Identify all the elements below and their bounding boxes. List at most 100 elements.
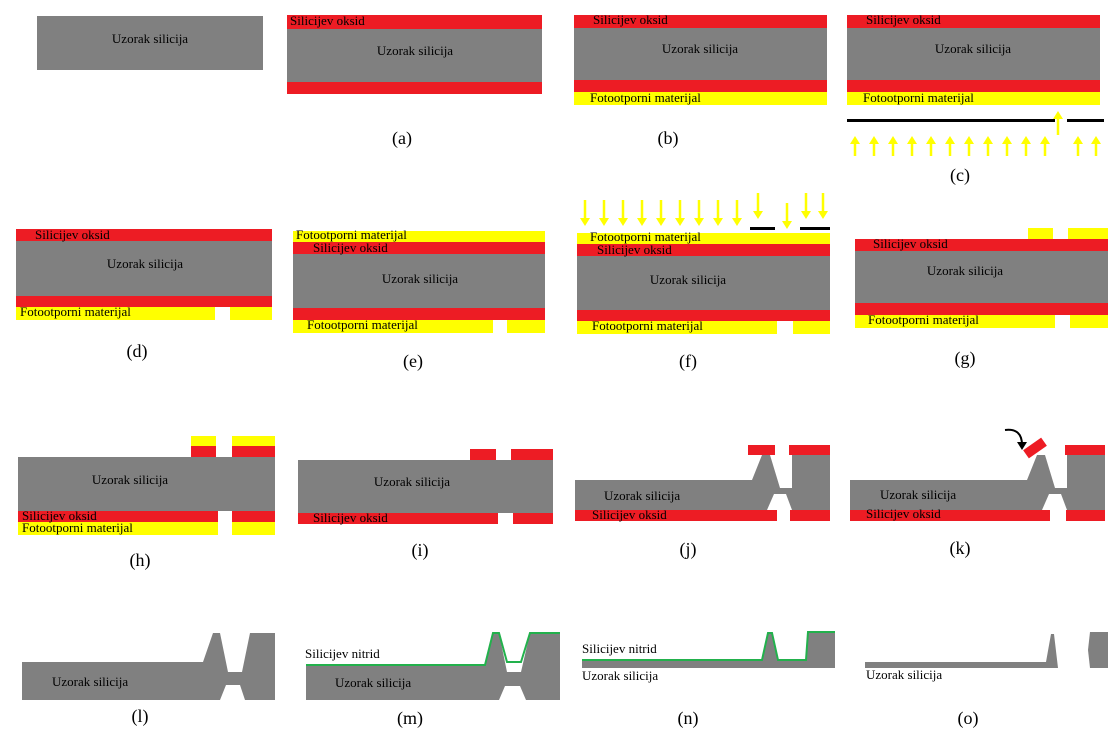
light-arrow-head	[1073, 136, 1083, 144]
layer-label: Fotootporni materijal	[20, 304, 131, 319]
mask	[1067, 119, 1104, 122]
light-arrow-head	[637, 218, 647, 226]
light-arrow-head	[599, 218, 609, 226]
oxide-layer	[850, 510, 1050, 521]
silicon-layer	[37, 16, 263, 70]
light-arrow-head	[1091, 136, 1101, 144]
caption: (a)	[392, 128, 412, 149]
oxide-layer	[1066, 510, 1105, 521]
layer-label: Silicijev oksid	[290, 13, 365, 28]
photoresist-layer	[793, 321, 830, 334]
light-arrow-head	[983, 136, 993, 144]
layer-label: Uzorak silicija	[52, 674, 128, 689]
light-arrow-head	[732, 218, 742, 226]
layer-label: Silicijev oksid	[873, 236, 948, 251]
caption: (g)	[955, 348, 976, 369]
light-arrow-head	[818, 211, 828, 219]
layer-label: Silicijev oksid	[866, 12, 941, 27]
oxide-layer	[847, 15, 1100, 28]
light-arrow-head	[713, 218, 723, 226]
layer-label: Uzorak silicija	[582, 668, 658, 683]
layer-label: Silicijev oksid	[592, 507, 667, 522]
photoresist-layer	[191, 436, 216, 446]
oxide-layer	[577, 310, 830, 321]
silicon-layer	[582, 632, 835, 668]
light-arrow-head	[1002, 136, 1012, 144]
oxide-layer	[298, 513, 498, 524]
photoresist-layer	[1068, 228, 1108, 239]
photoresist-layer	[1028, 228, 1053, 239]
caption: (b)	[658, 128, 679, 149]
oxide-layer	[470, 449, 496, 460]
oxide-layer	[855, 239, 1108, 251]
photoresist-layer	[16, 307, 215, 320]
oxide-layer	[511, 449, 553, 460]
layer-label: Silicijev oksid	[597, 242, 672, 257]
silicon-layer	[287, 29, 542, 82]
mask	[750, 227, 775, 230]
layer-label: Fotootporni materijal	[863, 90, 974, 105]
silicon-layer	[850, 455, 1105, 510]
layer-label: Uzorak silicija	[927, 263, 1003, 278]
layer-label: Uzorak silicija	[866, 667, 942, 682]
oxide-layer	[575, 510, 777, 521]
caption: (i)	[412, 540, 429, 561]
layer-label: Silicijev oksid	[35, 227, 110, 242]
light-arrow-head	[656, 218, 666, 226]
layer-label: Silicijev oksid	[313, 510, 388, 525]
photoresist-layer	[1070, 315, 1108, 328]
curved-arrow-head	[1017, 442, 1027, 450]
oxide-layer	[287, 82, 542, 94]
oxide-layer	[16, 229, 272, 241]
photoresist-layer	[293, 231, 545, 242]
layer-label: Uzorak silicija	[374, 474, 450, 489]
oxide-layer	[287, 15, 542, 29]
layer-label: Uzorak silicija	[604, 488, 680, 503]
oxide-layer	[293, 308, 545, 320]
layer-label: Fotootporni materijal	[307, 317, 418, 332]
layer-label: Fotootporni materijal	[590, 90, 701, 105]
layer-label: Silicijev nitrid	[582, 641, 657, 656]
caption: (k)	[950, 538, 971, 559]
silicon-layer	[306, 633, 560, 700]
photoresist-layer	[232, 436, 275, 446]
light-arrow-head	[869, 136, 879, 144]
layer-label: Uzorak silicija	[335, 675, 411, 690]
oxide-layer	[232, 446, 275, 457]
light-arrow-head	[1053, 111, 1063, 119]
silicon-layer	[847, 28, 1100, 80]
light-arrow-head	[945, 136, 955, 144]
mask	[800, 227, 830, 230]
oxide-layer	[789, 445, 830, 455]
silicon-layer	[22, 633, 275, 700]
silicon-layer	[16, 241, 272, 296]
light-arrow-head	[1021, 136, 1031, 144]
caption: (j)	[680, 539, 697, 560]
layer-label: Uzorak silicija	[92, 472, 168, 487]
caption: (o)	[958, 708, 979, 729]
caption: (c)	[950, 165, 970, 186]
caption: (d)	[127, 341, 148, 362]
photoresist-layer	[574, 92, 827, 105]
light-arrow-head	[753, 211, 763, 219]
photoresist-layer	[230, 307, 272, 320]
oxide-layer	[790, 510, 830, 521]
photoresist-layer	[847, 92, 1100, 105]
layer-label: Silicijev oksid	[313, 240, 388, 255]
photoresist-layer	[232, 522, 275, 535]
silicon-layer	[855, 251, 1108, 303]
silicon-layer	[1088, 632, 1108, 668]
silicon-layer	[865, 634, 1058, 668]
texts: Uzorak silicija Silicijev oksid Uzorak s…	[20, 12, 1011, 729]
nitride-layer	[306, 632, 560, 666]
oxide-layer	[16, 296, 272, 307]
photoresist-layer	[293, 320, 493, 333]
shapes	[16, 15, 1108, 700]
layer-label: Uzorak silicija	[377, 43, 453, 58]
silicon-layer	[293, 254, 545, 308]
layer-label: Uzorak silicija	[382, 271, 458, 286]
caption: (e)	[403, 351, 423, 372]
light-arrow-head	[782, 221, 792, 229]
photoresist-layer	[18, 522, 218, 535]
